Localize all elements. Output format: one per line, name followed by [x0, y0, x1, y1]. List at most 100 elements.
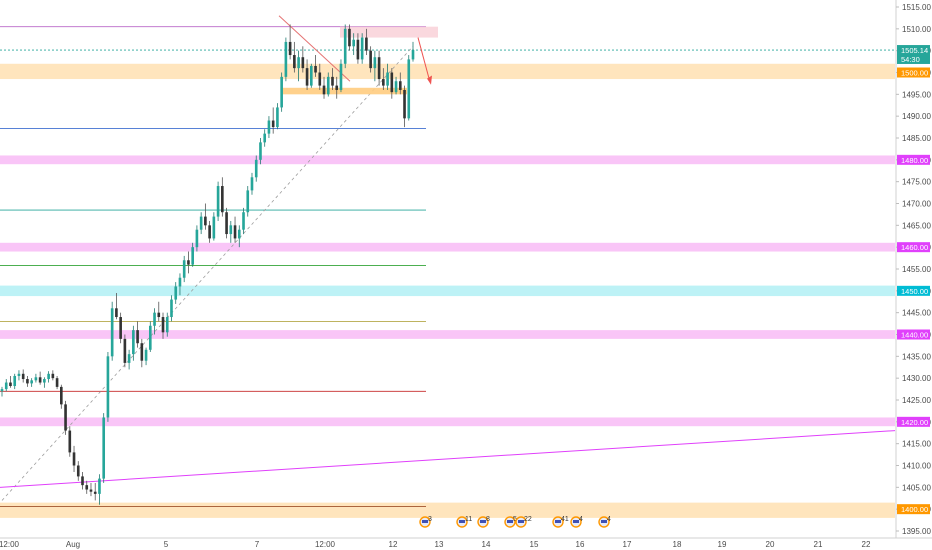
candle[interactable] [208, 220, 211, 243]
event-marker[interactable]: 4 [570, 516, 583, 528]
candle[interactable] [13, 373, 17, 390]
candle[interactable] [123, 334, 127, 368]
candle[interactable] [191, 242, 194, 267]
event-marker[interactable]: 8 [477, 516, 490, 528]
candle[interactable] [348, 24, 351, 51]
candle[interactable] [144, 347, 148, 366]
candle[interactable] [170, 295, 173, 322]
candle[interactable] [271, 107, 275, 134]
candle[interactable] [398, 72, 402, 95]
candle[interactable] [98, 474, 101, 505]
candle[interactable] [254, 155, 258, 182]
candle[interactable] [216, 181, 220, 221]
candle[interactable] [335, 76, 339, 99]
candle[interactable] [284, 37, 288, 82]
candle[interactable] [331, 68, 334, 90]
candle[interactable] [314, 55, 317, 77]
candle[interactable] [204, 203, 207, 230]
candle[interactable] [0, 386, 4, 397]
candle[interactable] [263, 129, 267, 147]
candle[interactable] [221, 177, 224, 217]
candle[interactable] [136, 321, 139, 348]
candle[interactable] [165, 312, 169, 337]
candle[interactable] [174, 282, 178, 304]
candle[interactable] [153, 308, 156, 335]
candle[interactable] [233, 216, 237, 243]
candle[interactable] [403, 85, 406, 128]
event-marker[interactable]: 4 [598, 516, 611, 528]
candle[interactable] [76, 461, 80, 481]
candle[interactable] [4, 379, 8, 392]
candle[interactable] [157, 301, 161, 322]
candle[interactable] [356, 33, 360, 64]
economic-events[interactable]: 3 11 8 5 22 41 4 4 [419, 516, 611, 528]
candle[interactable] [318, 63, 322, 90]
candle[interactable] [382, 68, 385, 90]
candle[interactable] [407, 55, 411, 121]
candle[interactable] [195, 225, 199, 252]
candle[interactable] [30, 378, 33, 387]
candle[interactable] [322, 76, 326, 99]
price-axis[interactable]: 1395.00 1400.00 1405.00 1410.00 1415.00 1420.… [895, 0, 931, 538]
candle[interactable] [115, 293, 118, 320]
candlesticks[interactable] [0, 24, 415, 505]
candle[interactable] [386, 63, 389, 90]
candle[interactable] [225, 207, 228, 239]
candle[interactable] [259, 138, 262, 165]
candle[interactable] [267, 116, 271, 138]
candle[interactable] [68, 426, 72, 457]
candle[interactable] [343, 24, 347, 69]
candle[interactable] [199, 212, 203, 235]
candle[interactable] [127, 349, 131, 370]
candle[interactable] [140, 338, 144, 368]
candle[interactable] [297, 50, 300, 82]
candle[interactable] [106, 351, 110, 422]
candle[interactable] [102, 413, 106, 483]
candle[interactable] [250, 172, 254, 195]
event-marker[interactable]: 22 [515, 516, 532, 528]
candle[interactable] [237, 225, 241, 248]
candle[interactable] [34, 373, 38, 383]
candle[interactable] [26, 375, 29, 387]
candle[interactable] [369, 46, 372, 73]
candle[interactable] [17, 370, 21, 381]
candle[interactable] [47, 371, 50, 383]
candle[interactable] [43, 377, 46, 388]
candle[interactable] [119, 312, 122, 344]
candle[interactable] [148, 321, 152, 352]
candle[interactable] [288, 24, 292, 60]
candle[interactable] [411, 41, 415, 62]
candle[interactable] [55, 375, 59, 390]
candle[interactable] [301, 46, 305, 73]
candle[interactable] [394, 76, 398, 95]
candle[interactable] [9, 375, 12, 388]
candle[interactable] [242, 207, 245, 235]
candle[interactable] [187, 251, 190, 274]
candle[interactable] [72, 445, 76, 473]
event-marker[interactable]: 3 [419, 516, 432, 528]
candle[interactable] [81, 472, 84, 490]
candle[interactable] [276, 103, 279, 130]
time-axis[interactable]: 12:00 Aug 5 7 12:00 12 13 14 15 16 17 18 19 20 21 22 [0, 537, 932, 549]
candle[interactable] [352, 33, 355, 56]
candle[interactable] [305, 59, 309, 90]
candle[interactable] [280, 72, 283, 112]
candle[interactable] [64, 400, 67, 435]
candle[interactable] [89, 482, 93, 497]
candle[interactable] [93, 482, 97, 501]
candle[interactable] [339, 59, 343, 93]
candle[interactable] [161, 312, 165, 339]
candle[interactable] [60, 384, 63, 409]
candle[interactable] [373, 50, 377, 82]
candle[interactable] [309, 63, 313, 88]
candle[interactable] [51, 370, 55, 381]
candle[interactable] [293, 41, 296, 73]
candle[interactable] [360, 33, 364, 64]
candle[interactable] [326, 72, 330, 97]
candle[interactable] [85, 480, 89, 494]
candle[interactable] [365, 28, 368, 56]
candle[interactable] [38, 371, 42, 385]
event-marker[interactable]: 41 [552, 516, 569, 528]
candle[interactable] [132, 325, 135, 361]
